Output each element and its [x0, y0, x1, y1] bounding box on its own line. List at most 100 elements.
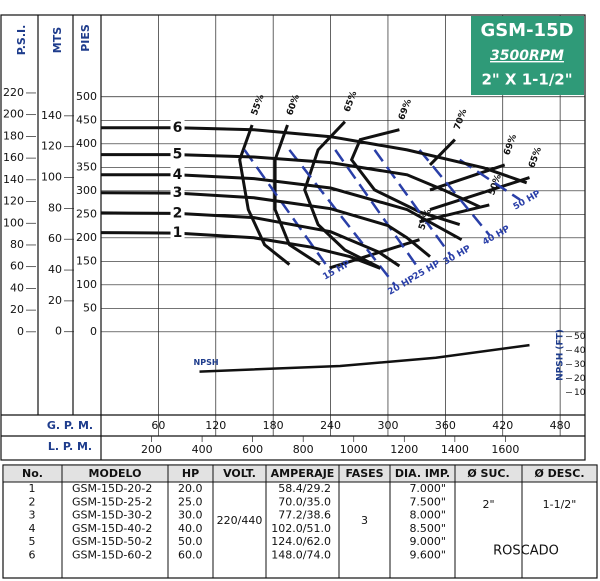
table-cell: 4 — [29, 522, 36, 535]
psi-tick-label: 100 — [3, 216, 24, 229]
npsh-tick-label: 30 — [574, 360, 586, 370]
table-header-bg — [2, 464, 598, 483]
y-tick-label: 150 — [76, 254, 97, 267]
table-cell: GSM-15D-30-2 — [72, 509, 152, 522]
y-tick-label: 200 — [76, 231, 97, 244]
y-tick-label: 350 — [76, 160, 97, 173]
y-tick-label: 250 — [76, 207, 97, 220]
x-tick-label: 420 — [492, 419, 513, 432]
x2-tick-label: 1200 — [390, 443, 418, 456]
table-cell: 1-1/2" — [543, 498, 577, 511]
table-cell: 50.0 — [178, 535, 203, 548]
table-cell: 3 — [361, 514, 368, 527]
curve-label: 4 — [173, 167, 183, 183]
table-cell: GSM-15D-50-2 — [72, 535, 152, 548]
hp-label: 30 HP — [442, 244, 473, 268]
table-header: DIA. IMP. — [395, 467, 450, 480]
table-cell: 7.000" — [409, 482, 446, 495]
table-cell: 2" — [482, 498, 494, 511]
psi-tick-label: 160 — [3, 151, 24, 164]
x-tick-label: 240 — [320, 419, 341, 432]
curve-label-bg — [170, 225, 185, 241]
table-cell: 40.0 — [178, 522, 203, 535]
psi-tick-label: 140 — [3, 173, 24, 186]
x-tick-label: 300 — [377, 419, 398, 432]
npsh-tick-label: 10 — [574, 388, 586, 398]
table-cell: 5 — [29, 535, 36, 548]
x-tick-label: 480 — [550, 419, 571, 432]
psi-tick-label: 20 — [10, 303, 24, 316]
table-cell: 220/440 — [217, 514, 263, 527]
x-tick-label: 60 — [151, 419, 165, 432]
psi-label: P.S.I. — [15, 25, 28, 56]
curve-label-bg — [170, 166, 185, 182]
table-header: VOLT. — [223, 467, 256, 480]
table-header: HP — [182, 467, 199, 480]
npsh-tick-label: 40 — [574, 346, 586, 356]
efficiency-label: 69% — [397, 98, 414, 122]
hp-line — [373, 149, 452, 256]
table-header: No. — [22, 467, 43, 480]
efficiency-curve — [428, 138, 456, 166]
table-header: AMPERAJE — [271, 467, 335, 480]
x2-tick-label: 800 — [293, 443, 314, 456]
hp-line — [459, 158, 521, 201]
spec-table: No. MODELO HP VOLT. AMPERAJE FASES DIA. IMP. Ø … — [2, 464, 598, 579]
efficiency-curve — [329, 238, 420, 270]
efficiency-label: 65% — [343, 90, 360, 114]
table-cell: 9.000" — [409, 535, 446, 548]
table-cell: 77.2/38.6 — [278, 509, 331, 522]
mts-tick-label: 0 — [55, 325, 62, 338]
table-cell: GSM-15D-60-2 — [72, 549, 152, 562]
x2-tick-label: 600 — [242, 443, 263, 456]
table-header: Ø DESC. — [535, 467, 585, 480]
y-tick-label: 300 — [76, 184, 97, 197]
table-cell: 8.000" — [409, 509, 446, 522]
x2-tick-label: 1000 — [340, 443, 368, 456]
gpm-label: G. P. M. — [47, 419, 93, 432]
x-tick-label: 180 — [263, 419, 284, 432]
table-cell: 102.0/51.0 — [271, 522, 331, 535]
mts-tick-label: 100 — [41, 171, 62, 184]
table-cell: ROSCADO — [493, 544, 559, 559]
efficiency-label: 70% — [453, 108, 470, 132]
y-tick-label: 0 — [90, 325, 97, 338]
table-cell: 124.0/62.0 — [271, 535, 331, 548]
x2-tick-label: 200 — [141, 443, 162, 456]
chart-subtitle: 3500RPM — [490, 48, 564, 64]
pump-curve — [100, 211, 401, 268]
psi-tick-label: 180 — [3, 129, 24, 142]
table-cell: 58.4/29.2 — [278, 482, 331, 495]
y-tick-label: 500 — [76, 90, 97, 103]
curve-label: 3 — [173, 185, 183, 201]
hp-label: 25 HP — [411, 259, 442, 283]
psi-tick-label: 200 — [3, 108, 24, 121]
npsh-label: NPSH — [194, 358, 219, 367]
hp-label: 40 HP — [481, 224, 512, 248]
size-label: 2" X 1-1/2" — [481, 71, 572, 89]
npsh-axis-label: NPSH (FT) — [556, 329, 566, 381]
table-header: Ø SUC. — [467, 467, 509, 480]
chart-title: GSM-15D — [480, 20, 573, 41]
curve-label: 5 — [173, 147, 183, 163]
lpm-label: L. P. M. — [48, 440, 92, 453]
efficiency-curve — [429, 163, 506, 192]
npsh-curve — [199, 343, 530, 373]
hp-line — [243, 149, 331, 271]
table-cell: 70.0/35.0 — [278, 495, 331, 508]
hp-line — [418, 149, 491, 236]
efficiency-curve — [419, 203, 490, 224]
mts-label: MTS — [51, 27, 64, 53]
table-cell: 3 — [29, 509, 36, 522]
table-header: MODELO — [89, 467, 142, 480]
efficiency-curve — [238, 124, 291, 266]
x2-tick-label: 400 — [192, 443, 213, 456]
psi-tick-label: 60 — [10, 260, 24, 273]
pump-curve — [100, 231, 381, 270]
efficiency-label: 65% — [527, 146, 544, 170]
x2-tick-label: 1600 — [491, 443, 519, 456]
table-cell: 20.0 — [178, 482, 203, 495]
curve-label-bg — [170, 146, 185, 162]
